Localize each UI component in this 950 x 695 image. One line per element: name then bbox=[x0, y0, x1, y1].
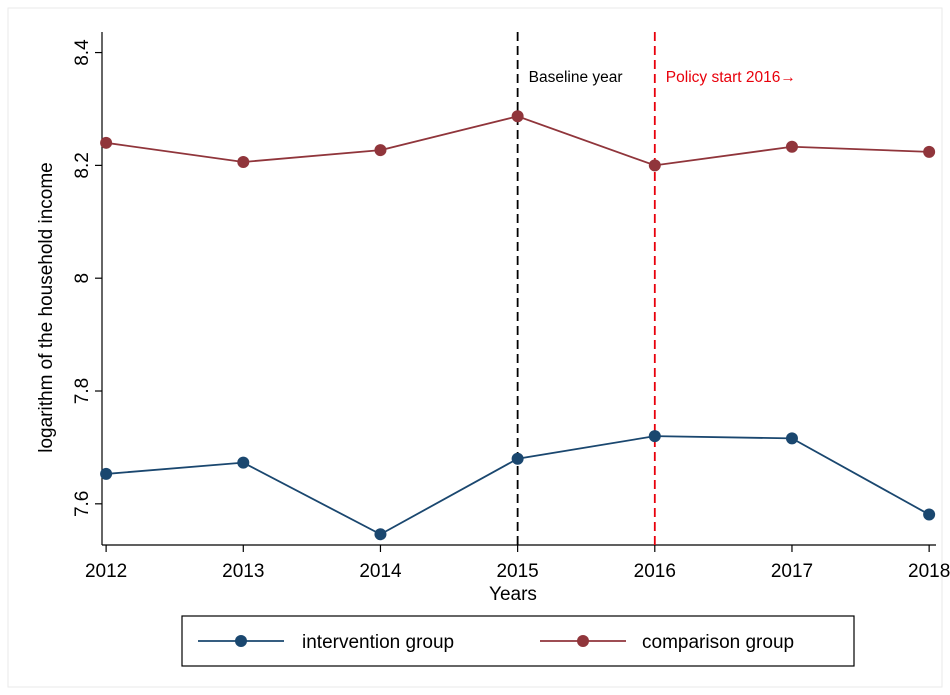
data-point bbox=[100, 467, 113, 480]
data-point bbox=[648, 430, 661, 443]
data-point bbox=[785, 432, 798, 445]
x-tick-label: 2012 bbox=[85, 561, 127, 582]
legend-box bbox=[181, 615, 855, 667]
y-tick-label: 7.6 bbox=[72, 491, 93, 517]
data-point bbox=[511, 110, 524, 123]
data-point bbox=[923, 508, 936, 521]
data-point bbox=[374, 144, 387, 157]
y-tick-label: 8.4 bbox=[72, 39, 93, 66]
legend-label: comparison group bbox=[642, 632, 794, 653]
legend-label: intervention group bbox=[302, 632, 454, 653]
data-point bbox=[648, 159, 661, 172]
data-point bbox=[237, 456, 250, 469]
x-tick-label: 2013 bbox=[222, 561, 264, 582]
x-tick-label: 2015 bbox=[496, 561, 538, 582]
x-tick-label: 2014 bbox=[359, 561, 402, 582]
x-tick-label: 2016 bbox=[634, 561, 676, 582]
data-point bbox=[374, 528, 387, 541]
data-point bbox=[237, 155, 250, 168]
data-point bbox=[511, 452, 524, 465]
y-axis-title: logarithm of the household income bbox=[36, 162, 57, 452]
y-tick-label: 7.8 bbox=[72, 378, 93, 404]
x-axis-title: Years bbox=[489, 584, 537, 605]
data-point bbox=[785, 140, 798, 153]
reference-line-label: Policy start 2016→ bbox=[666, 69, 796, 86]
y-tick-label: 8.2 bbox=[72, 152, 93, 178]
x-tick-label: 2017 bbox=[771, 561, 813, 582]
y-tick-label: 8 bbox=[72, 273, 93, 284]
reference-line-label: Baseline year bbox=[529, 69, 623, 86]
legend-marker bbox=[577, 635, 589, 647]
x-tick-label: 2018 bbox=[908, 561, 950, 582]
plot-background bbox=[7, 7, 943, 688]
data-point bbox=[923, 145, 936, 158]
legend-marker bbox=[235, 635, 247, 647]
data-point bbox=[100, 136, 113, 149]
